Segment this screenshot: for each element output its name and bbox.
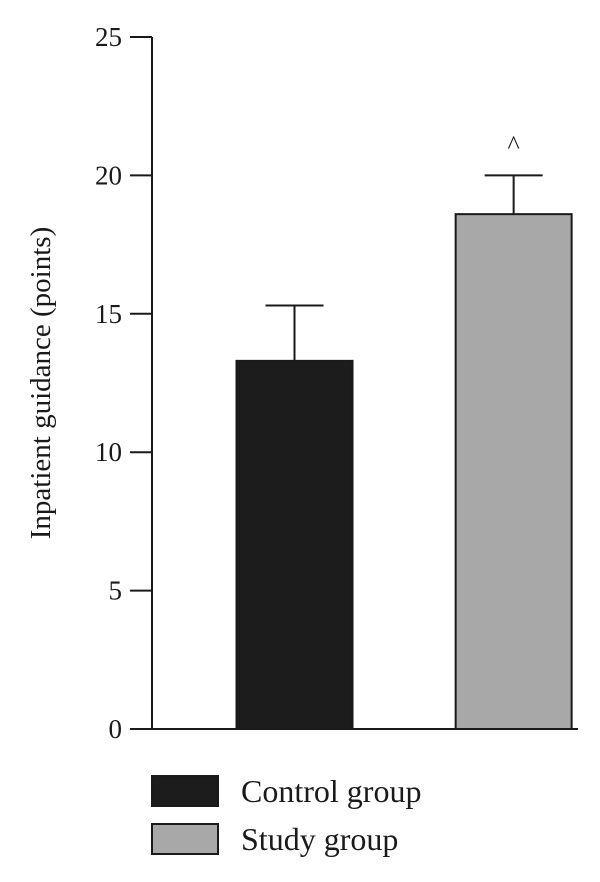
error-bars	[265, 174, 543, 361]
legend-swatch	[151, 775, 219, 807]
significance-marker: ^	[508, 130, 520, 159]
y-axis-title: Inpatient guidance (points)	[25, 227, 57, 539]
bar-control-group	[235, 359, 354, 730]
y-tick-label: 5	[109, 576, 123, 606]
legend-swatch	[151, 823, 219, 855]
legend-label: Control group	[241, 773, 421, 809]
y-tick-label: 0	[109, 714, 123, 744]
legend-label: Study group	[241, 821, 398, 857]
y-tick-label: 10	[95, 437, 122, 467]
y-tick-label: 25	[95, 22, 122, 52]
annotations: ^	[508, 130, 520, 159]
y-tick-label: 20	[95, 160, 122, 190]
legend: Control group Study group	[151, 773, 421, 857]
y-tick-label: 15	[95, 299, 122, 329]
axes: 0 5 10 15 20 25	[95, 22, 578, 744]
bar-study-group	[454, 213, 573, 731]
bars	[235, 213, 573, 731]
